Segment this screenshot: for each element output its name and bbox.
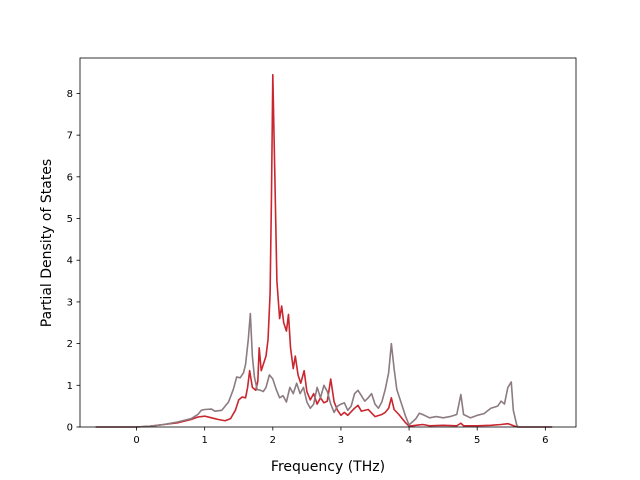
x-tick-label: 1 — [201, 435, 207, 446]
x-tick-label: 5 — [474, 435, 480, 446]
y-axis-label: Partial Density of States — [39, 159, 55, 327]
series-line-2 — [95, 312, 553, 428]
x-tick-label: 2 — [270, 435, 276, 446]
x-axis-label: Frequency (THz) — [271, 459, 385, 475]
series-layer — [95, 73, 553, 428]
y-tick-label: 2 — [67, 339, 73, 350]
y-tick-label: 3 — [67, 297, 73, 308]
series-line-1 — [95, 73, 553, 428]
x-tick-label: 4 — [406, 435, 412, 446]
y-tick-label: 1 — [67, 381, 73, 392]
y-tick-label: 6 — [67, 172, 73, 183]
y-tick-label: 7 — [67, 131, 73, 142]
y-axis-ticks: 0 1 2 3 4 5 6 7 8 — [67, 89, 80, 434]
x-axis-ticks: 0 1 2 3 4 5 6 — [133, 427, 549, 446]
x-tick-label: 3 — [338, 435, 344, 446]
x-tick-label: 6 — [542, 435, 548, 446]
y-tick-label: 5 — [67, 214, 73, 225]
plot-frame — [79, 57, 577, 428]
x-tick-label: 0 — [133, 435, 139, 446]
y-tick-label: 0 — [67, 423, 73, 434]
y-tick-label: 4 — [67, 256, 73, 267]
y-tick-label: 8 — [67, 89, 73, 100]
